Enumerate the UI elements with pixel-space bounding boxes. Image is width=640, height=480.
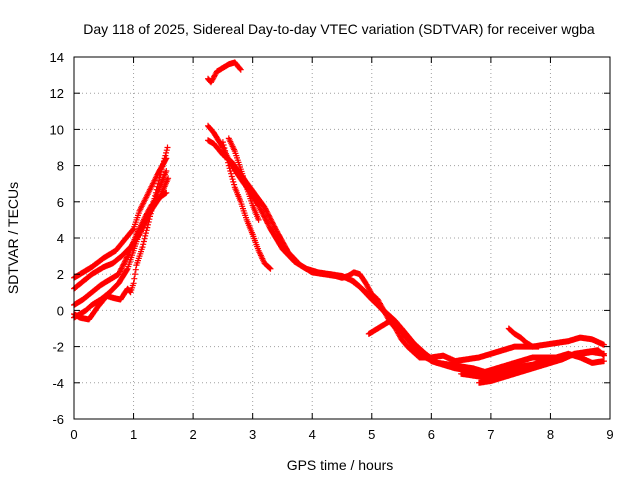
y-tick-label: 6 — [57, 195, 64, 210]
series-track-13 — [505, 325, 607, 350]
data-point-marks — [205, 122, 488, 377]
x-tick-label: 1 — [130, 427, 137, 442]
data-point-marks — [225, 135, 262, 223]
y-tick-label: 12 — [50, 86, 64, 101]
x-axis-title: GPS time / hours — [287, 457, 394, 473]
data-point-marks — [71, 155, 170, 281]
x-tick-label: 4 — [309, 427, 316, 442]
x-tick-label: 8 — [547, 427, 554, 442]
chart-title: Day 118 of 2025, Sidereal Day-to-day VTE… — [83, 21, 595, 37]
y-tick-label: 14 — [50, 50, 64, 65]
x-tick-label: 7 — [487, 427, 494, 442]
series-track-8 — [205, 137, 494, 383]
plot-marks — [71, 59, 607, 386]
data-point-marks — [219, 139, 274, 272]
y-tick-label: 0 — [57, 303, 64, 318]
axis-ticks — [73, 56, 611, 420]
data-point-marks — [505, 325, 607, 350]
data-point-marks — [458, 350, 607, 381]
series-track-11 — [327, 269, 542, 365]
series-track-7 — [205, 122, 488, 377]
x-tick-label: 0 — [70, 427, 77, 442]
x-tick-label: 3 — [249, 427, 256, 442]
x-tick-label: 5 — [368, 427, 375, 442]
y-tick-label: 8 — [57, 159, 64, 174]
data-point-marks — [205, 59, 244, 86]
data-point-marks — [327, 269, 542, 365]
series-track-1 — [71, 155, 170, 281]
x-tick-label: 6 — [428, 427, 435, 442]
y-tick-label: 10 — [50, 122, 64, 137]
y-tick-label: 2 — [57, 267, 64, 282]
data-point-marks — [205, 137, 494, 383]
x-tick-label: 9 — [606, 427, 613, 442]
y-tick-label: -6 — [52, 412, 64, 427]
y-tick-label: -4 — [52, 376, 64, 391]
series-track-9 — [219, 139, 274, 272]
series-track-15 — [458, 350, 607, 381]
y-tick-label: 4 — [57, 231, 64, 246]
y-tick-label: -2 — [52, 340, 64, 355]
y-axis-title: SDTVAR / TECUs — [5, 182, 21, 294]
series-track-6 — [205, 59, 244, 86]
series-track-10 — [225, 135, 262, 223]
x-tick-label: 2 — [189, 427, 196, 442]
